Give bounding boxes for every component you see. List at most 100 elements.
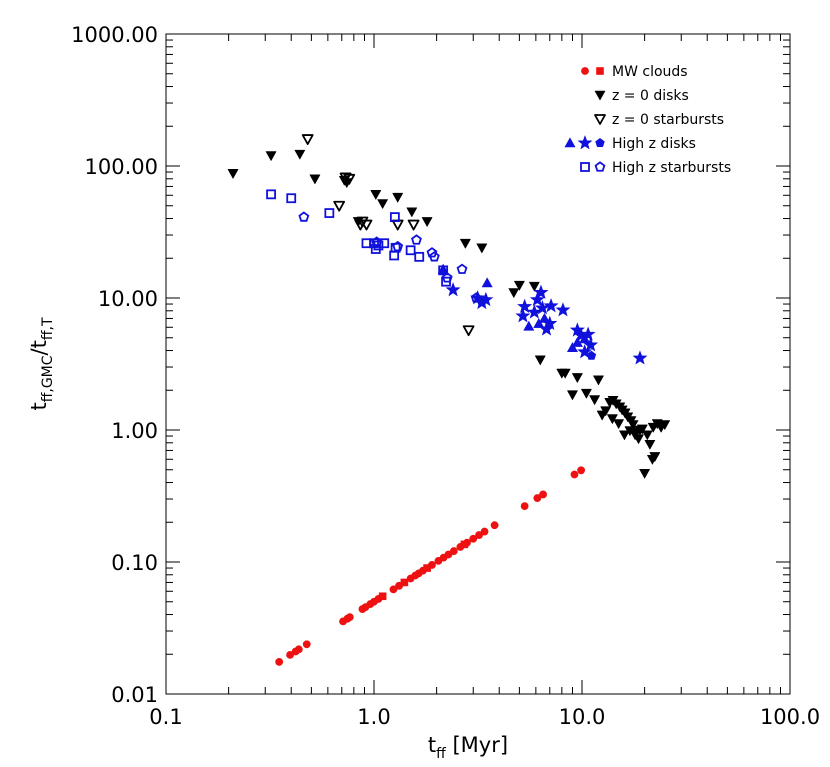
data-point-high-z-disks [515, 308, 531, 323]
data-point-high-z-disks [543, 298, 559, 313]
data-point-z-0-disks [508, 288, 520, 298]
data-point-z-0-disks [534, 355, 546, 366]
data-point-z-0-disks [406, 207, 418, 218]
data-point-z-0-disks [567, 390, 578, 401]
legend-marker [564, 137, 576, 148]
data-point-z-0-disks [641, 430, 653, 441]
data-point-z-0-disks [265, 151, 277, 161]
data-point-z-0-disks [629, 430, 641, 441]
data-point-mw-clouds [423, 564, 431, 572]
legend-marker [596, 67, 604, 75]
data-point-z-0-disks [227, 169, 239, 179]
data-point-high-z-starbursts [371, 236, 383, 247]
y-tick-label: 100.00 [85, 155, 158, 179]
data-point-z-0-disks [607, 414, 618, 424]
data-point-z-0-disks [476, 243, 488, 254]
data-point-high-z-disks [566, 342, 578, 353]
legend-label: High z starbursts [612, 160, 731, 176]
data-point-z-0-disks [529, 281, 540, 292]
data-point-high-z-starbursts [438, 265, 449, 276]
data-point-high-z-disks [542, 315, 558, 330]
data-point-z-0-starbursts [343, 173, 356, 185]
data-point-mw-clouds [449, 547, 458, 555]
legend-marker [580, 162, 590, 172]
data-point-high-z-disks [586, 350, 597, 360]
legend-label: MW clouds [612, 64, 688, 80]
data-point-z-0-disks [309, 174, 321, 185]
legend-marker [581, 67, 589, 75]
data-point-mw-clouds [475, 531, 483, 539]
data-point-high-z-starbursts [426, 247, 438, 258]
data-point-z-0-disks [613, 419, 624, 429]
legend-marker [595, 138, 605, 148]
data-point-high-z-disks [523, 320, 535, 331]
data-point-high-z-starbursts [389, 212, 400, 223]
data-point-mw-clouds [378, 592, 387, 601]
y-axis-title: tff,GMC/tff,T [27, 317, 56, 410]
data-point-high-z-disks [445, 282, 461, 297]
data-point-z-0-disks [644, 439, 656, 450]
data-point-z-0-starbursts [462, 325, 475, 337]
data-point-mw-clouds [520, 502, 529, 511]
data-point-high-z-disks [437, 263, 449, 274]
y-tick-label: 1.00 [111, 419, 158, 443]
x-tick-label: 1.0 [357, 705, 390, 729]
data-point-mw-clouds [577, 466, 585, 475]
data-point-high-z-starbursts [324, 208, 335, 218]
data-point-high-z-disks [529, 291, 545, 307]
data-point-z-0-starbursts [360, 219, 373, 231]
data-point-high-z-disks [583, 337, 599, 352]
data-point-z-0-disks [619, 430, 630, 441]
data-point-high-z-disks [580, 326, 596, 341]
data-point-z-0-disks [421, 217, 433, 227]
data-point-mw-clouds [275, 658, 284, 666]
data-point-high-z-starbursts [456, 263, 468, 274]
data-point-mw-clouds [469, 534, 478, 543]
data-point-z-0-disks [627, 420, 639, 430]
data-point-high-z-starbursts [392, 240, 404, 252]
x-tick-label: 10.0 [559, 705, 606, 729]
data-point-z-0-disks [600, 406, 612, 417]
data-point-high-z-starbursts [441, 272, 453, 283]
data-point-z-0-disks [647, 422, 659, 433]
data-point-high-z-disks [533, 284, 549, 299]
data-point-mw-clouds [400, 578, 409, 587]
plot-frame [165, 33, 791, 695]
data-point-z-0-disks [589, 395, 600, 405]
data-point-high-z-disks [577, 344, 593, 359]
legend-marker [594, 114, 606, 125]
legend-label: z = 0 starbursts [612, 112, 724, 128]
data-point-z-0-disks [559, 368, 571, 379]
data-point-z-0-disks [639, 468, 650, 479]
data-point-z-0-starbursts [301, 134, 314, 145]
data-point-mw-clouds [480, 527, 489, 536]
legend-label: z = 0 disks [612, 88, 689, 104]
x-tick-label: 100.0 [760, 705, 820, 729]
data-point-mw-clouds [490, 521, 499, 530]
data-point-z-0-disks [377, 199, 388, 209]
data-point-high-z-disks [632, 350, 648, 365]
legend-marker [594, 90, 606, 101]
data-point-high-z-starbursts [428, 251, 440, 262]
data-point-high-z-starbursts [266, 189, 276, 200]
data-point-z-0-disks [514, 280, 525, 291]
data-point-mw-clouds [389, 585, 398, 594]
y-tick-label: 0.10 [111, 551, 158, 575]
data-point-z-0-disks [593, 375, 604, 386]
x-axis-title: tff [Myr] [428, 733, 508, 762]
data-point-mw-clouds [570, 470, 579, 479]
data-point-mw-clouds [539, 490, 547, 499]
data-point-z-0-starbursts [407, 219, 420, 231]
data-point-mw-clouds [302, 640, 311, 649]
y-tick-label: 0.01 [111, 683, 158, 707]
data-point-z-0-disks [460, 238, 471, 249]
data-point-z-0-disks [572, 373, 583, 383]
data-point-mw-clouds [460, 540, 469, 549]
data-point-mw-clouds [294, 645, 303, 654]
data-point-high-z-starbursts [411, 234, 422, 245]
y-tick-label: 10.00 [98, 287, 158, 311]
data-point-mw-clouds [345, 613, 354, 622]
data-point-z-0-starbursts [356, 216, 369, 228]
data-point-z-0-disks [294, 149, 306, 160]
